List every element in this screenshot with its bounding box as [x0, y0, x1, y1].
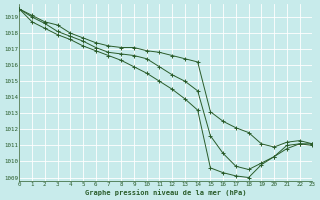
X-axis label: Graphe pression niveau de la mer (hPa): Graphe pression niveau de la mer (hPa)	[85, 189, 246, 196]
